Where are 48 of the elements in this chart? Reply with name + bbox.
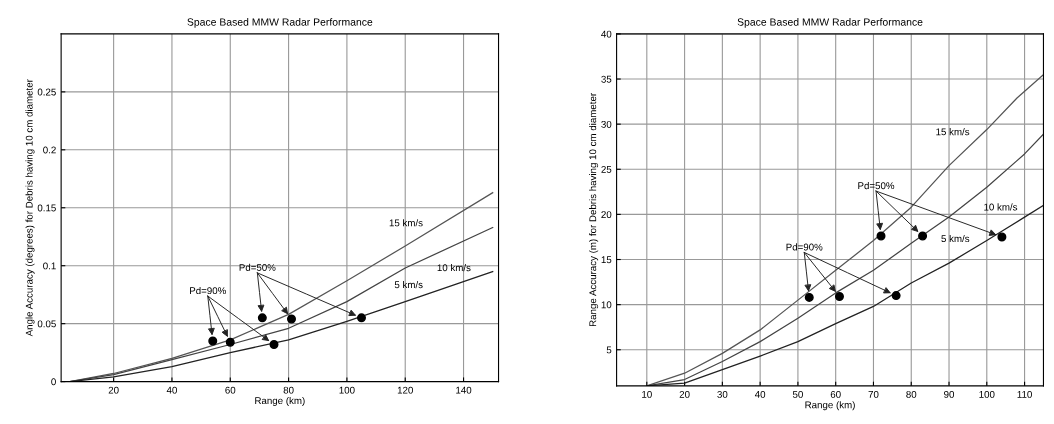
x-tick-label: 80 [906,390,917,398]
x-tick-label: 100 [339,386,355,394]
x-tick-label: 140 [456,386,472,394]
chart-title: Space Based MMW Radar Performance [187,18,373,28]
series-label: 10 km/s [437,264,471,272]
x-tick-label: 20 [679,390,690,398]
x-tick-label: 20 [108,386,119,394]
x-tick-label: 40 [754,390,766,398]
y-axis-title: Angle Accuracy (degrees) for Debris having 10 cm diameter [25,79,35,337]
chart-title: Space Based MMW Radar Performance [737,18,923,28]
x-tick-label: 60 [225,386,236,394]
y-axis-title: Range Accuracy (m) for Debris having 10 cm diameter [589,93,599,327]
series-label: 10 km/s [984,203,1018,211]
legend-label: 5 km/s [941,234,970,243]
y-tick-label: 10 [601,301,612,309]
y-tick-label: 30 [601,120,612,128]
y-tick-label: 35 [601,75,612,83]
x-axis-title: Range (km) [255,396,305,406]
series-label: 15 km/s [936,128,970,136]
x-tick-label: 110 [1017,390,1032,398]
series-label: 5 km/s [394,281,423,289]
x-tick-label: 120 [397,386,413,394]
y-tick-label: 0.05 [37,320,56,328]
y-tick-label: 0.2 [43,146,56,154]
x-tick-label: 70 [868,390,879,398]
x-tick-label: 80 [283,386,294,394]
y-tick-label: 5 [606,346,612,354]
x-tick-label: 60 [830,390,841,398]
x-tick-label: 10 [642,390,652,398]
y-tick-label: 0.15 [37,204,56,212]
series-label: 15 km/s [389,219,423,227]
annotation: Pd=50% [239,263,276,271]
y-tick-label: 0.25 [37,88,56,96]
annotation: Pd=50% [858,181,895,190]
annotation: Pd=90% [786,243,823,251]
y-tick-label: 20 [601,211,612,219]
y-tick-label: 0 [51,378,56,386]
x-tick-label: 40 [166,386,177,394]
x-tick-label: 90 [944,390,955,398]
x-tick-label: 100 [979,390,995,398]
y-tick-label: 0.1 [43,262,56,270]
x-axis-title: Range (km) [805,401,855,411]
annotation: Pd=90% [190,286,226,295]
y-tick-label: 25 [601,166,612,173]
y-tick-label: 15 [601,256,612,264]
x-tick-label: 50 [792,390,803,398]
x-tick-label: 30 [717,390,728,398]
y-tick-label: 40 [601,30,612,38]
